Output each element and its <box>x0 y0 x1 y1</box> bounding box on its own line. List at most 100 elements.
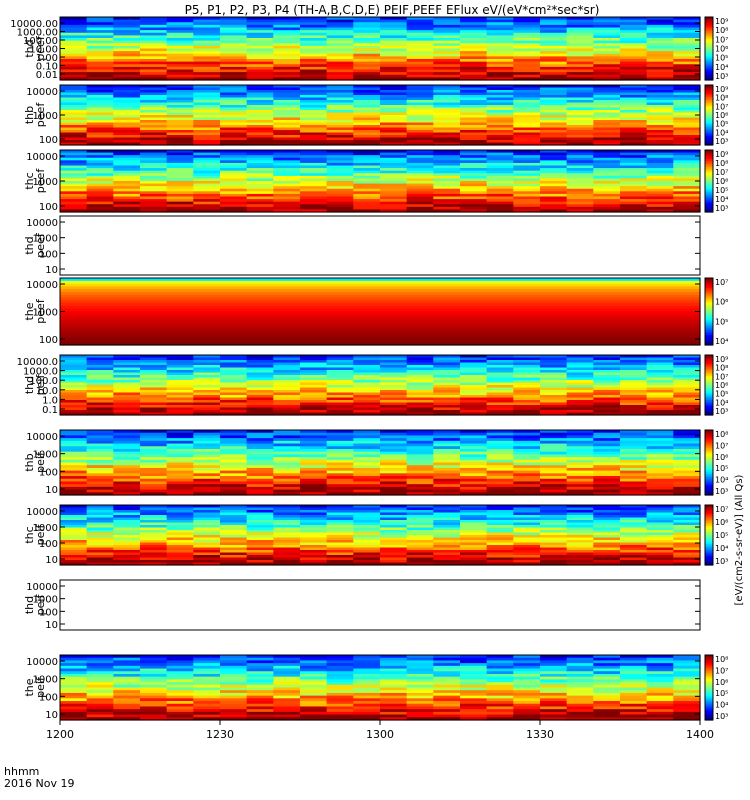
spectrogram-cell <box>593 520 621 524</box>
spectrogram-cell <box>113 336 141 341</box>
spectrogram-cell <box>166 56 194 60</box>
colorbar-segment <box>705 76 713 80</box>
spectrogram-cell <box>620 357 648 361</box>
spectrogram-cell <box>513 278 541 282</box>
spectrogram-cell <box>380 486 408 491</box>
spectrogram-cell <box>113 333 141 338</box>
spectrogram-cell <box>60 72 88 76</box>
spectrogram-cell <box>673 280 701 285</box>
spectrogram-cell <box>380 308 408 313</box>
y-tick-label: 10000.00 <box>10 19 58 30</box>
spectrogram-cell <box>513 328 541 332</box>
panel-label-product: peif <box>34 451 47 473</box>
spectrogram-cell <box>540 679 568 683</box>
spectrogram-cell <box>353 717 381 721</box>
spectrogram-cell <box>220 717 248 721</box>
spectrogram-cell <box>593 405 621 409</box>
spectrogram-cell <box>540 663 568 667</box>
spectrogram-cell <box>273 355 301 359</box>
spectrogram-cell <box>246 283 274 287</box>
spectrogram-cell <box>540 505 568 509</box>
spectrogram-cell <box>486 173 514 177</box>
spectrogram-cell <box>566 120 594 124</box>
spectrogram-cell <box>620 459 648 464</box>
spectrogram-cell <box>353 382 381 386</box>
spectrogram-cell <box>380 186 408 190</box>
spectrogram-cell <box>140 382 168 386</box>
spectrogram-cell <box>460 74 488 78</box>
spectrogram-cell <box>326 698 354 702</box>
spectrogram-cell <box>273 64 301 68</box>
spectrogram-cell <box>166 74 194 78</box>
spectrogram-cell <box>380 671 408 675</box>
spectrogram-cell <box>60 17 88 21</box>
spectrogram-cell <box>513 125 541 129</box>
spectrogram-cell <box>433 470 461 474</box>
spectrogram-cell <box>300 69 328 73</box>
spectrogram-cell <box>566 486 594 491</box>
spectrogram-cell <box>540 397 568 401</box>
spectrogram-cell <box>113 87 141 91</box>
spectrogram-cell <box>486 665 514 670</box>
spectrogram-cell <box>433 339 461 343</box>
spectrogram-cell <box>166 714 194 718</box>
spectrogram-cell <box>566 61 594 65</box>
spectrogram-cell <box>406 517 434 521</box>
spectrogram-cell <box>433 35 461 39</box>
spectrogram-cell <box>540 709 568 713</box>
spectrogram-cell <box>166 701 194 705</box>
spectrogram-cell <box>273 122 301 126</box>
spectrogram-cell <box>60 679 88 683</box>
spectrogram-cell <box>593 325 621 329</box>
spectrogram-cell <box>460 454 488 458</box>
spectrogram-cell <box>193 173 221 177</box>
spectrogram-cell <box>273 473 301 477</box>
spectrogram-cell <box>460 24 488 29</box>
spectrogram-cell <box>593 547 621 551</box>
spectrogram-cell <box>86 481 114 485</box>
spectrogram-cell <box>380 532 408 536</box>
spectrogram-cell <box>326 515 354 519</box>
spectrogram-cell <box>86 97 114 101</box>
spectrogram-cell <box>566 95 594 99</box>
spectrogram-cell <box>273 188 301 192</box>
spectrogram-cell <box>646 183 674 187</box>
spectrogram-cell <box>646 135 674 139</box>
y-tick-label: 10000 <box>26 87 58 98</box>
spectrogram-cell <box>620 397 648 401</box>
spectrogram-cell <box>86 297 114 301</box>
spectrogram-cell <box>460 473 488 477</box>
spectrogram-cell <box>140 168 168 172</box>
spectrogram-cell <box>86 540 114 544</box>
spectrogram-cell <box>513 157 541 161</box>
spectrogram-cell <box>113 446 141 450</box>
spectrogram-cell <box>326 657 354 662</box>
spectrogram-cell <box>326 660 354 664</box>
spectrogram-cell <box>193 717 221 721</box>
spectrogram-cell <box>380 87 408 91</box>
spectrogram-cell <box>380 17 408 21</box>
spectrogram-cell <box>353 430 381 434</box>
spectrogram-cell <box>86 687 114 691</box>
spectrogram-cell <box>673 150 701 154</box>
spectrogram-cell <box>460 193 488 198</box>
spectrogram-cell <box>406 671 434 675</box>
spectrogram-cell <box>406 714 434 718</box>
spectrogram-cell <box>300 367 328 371</box>
spectrogram-cell <box>540 717 568 721</box>
spectrogram-cell <box>433 193 461 198</box>
spectrogram-cell <box>326 199 354 203</box>
spectrogram-cell <box>353 507 381 511</box>
spectrogram-cell <box>140 717 168 721</box>
spectrogram-cell <box>220 178 248 182</box>
spectrogram-cell <box>220 410 248 414</box>
spectrogram-cell <box>486 183 514 187</box>
spectrogram-cell <box>273 560 301 564</box>
spectrogram-cell <box>460 331 488 335</box>
colorbar-tick-label: 10⁴ <box>715 337 728 346</box>
spectrogram-cell <box>406 375 434 379</box>
spectrogram-cell <box>353 173 381 177</box>
spectrogram-cell <box>113 380 141 384</box>
spectrogram-cell <box>60 66 88 71</box>
spectrogram-cell <box>86 339 114 343</box>
